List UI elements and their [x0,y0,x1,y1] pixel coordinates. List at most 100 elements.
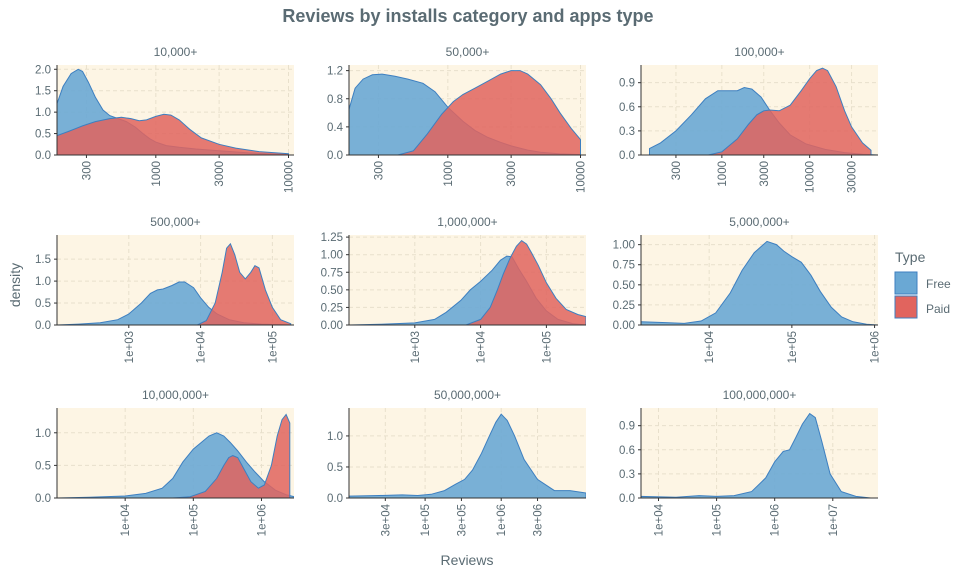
facet-panel: 50,000,000+ 0.0 0.5 1.0 3e+04 1e+05 3e+05 1e+06… [327,388,586,536]
legend-title: Type [895,249,926,265]
density-area-paid [465,239,586,325]
y-tick-label: 0.0 [619,150,635,162]
x-tick-label: 1000 [717,161,729,187]
y-tick-label: 0.5 [35,460,51,472]
x-tick-label: 1e+05 [188,504,200,536]
x-tick-label: 1e+04 [704,330,716,363]
x-tick-label: 1000 [443,161,455,187]
y-tick-label: 0.8 [327,94,343,106]
density-area-free [641,412,878,498]
y-tick-label: 1.00 [613,240,635,252]
y-tick-label: 0.00 [613,320,635,332]
y-tick-label: 0.25 [321,302,343,314]
y-tick-label: 0.50 [613,280,635,292]
y-tick-label: 1.0 [35,107,51,119]
density-area-paid [57,113,289,155]
x-tick-label: 1e+05 [712,504,724,536]
y-tick-label: 1.0 [327,431,343,443]
y-tick-label: 0.9 [619,78,635,90]
legend-key-free [894,271,918,295]
x-tick-label: 1e+03 [124,331,136,363]
y-tick-label: 1.25 [321,232,343,244]
x-tick-label: 300 [671,161,683,180]
y-tick-label: 0.50 [321,285,343,297]
x-axis-title: Reviews [441,552,494,568]
x-tick-label: 1e+03 [410,331,422,363]
facet-panel: 1,000,000+ 0.00 0.25 0.50 0.75 1.00 1.25 1e+03 1… [321,215,586,363]
y-tick-label: 0.25 [613,300,635,312]
facet-panel: 100,000+ 0.0 0.3 0.6 0.9 300 1000 3000 10000 3000… [619,45,878,193]
y-tick-label: 0.5 [35,298,51,310]
x-tick-label: 1e+06 [257,504,269,536]
x-tick-label: 1e+05 [541,331,553,363]
density-area-free [349,413,586,498]
y-tick-label: 0.75 [321,267,343,279]
y-tick-label: 0.5 [35,129,51,141]
y-tick-label: 0.00 [321,320,343,332]
x-tick-label: 3000 [506,161,518,187]
y-tick-label: 1.5 [35,254,51,266]
facet-strip-label: 10,000,000+ [142,388,209,402]
y-tick-label: 0.3 [619,126,635,138]
facet-panel: 100,000,000+ 0.0 0.3 0.6 0.9 1e+04 1e+05 1e+06 1… [619,388,878,536]
x-tick-label: 10000 [805,161,817,193]
y-tick-label: 0.0 [619,493,635,505]
x-tick-label: 1e+06 [496,504,508,536]
facet-panel: 10,000+ 0.0 0.5 1.0 1.5 2.0 300 1000 3000 10000 [35,45,296,193]
y-tick-label: 0.0 [327,150,343,162]
x-tick-label: 1e+04 [196,330,208,363]
x-tick-label: 300 [373,161,385,180]
x-tick-label: 1e+06 [770,504,782,536]
y-tick-label: 0.5 [327,462,343,474]
y-tick-label: 1.00 [321,250,343,262]
y-tick-label: 0.0 [35,320,51,332]
chart-title: Reviews by installs category and apps ty… [282,6,653,26]
y-tick-label: 1.0 [35,276,51,288]
x-tick-label: 1e+04 [654,503,666,536]
y-tick-label: 0.0 [35,150,51,162]
facet-panel: 500,000+ 0.0 0.5 1.0 1.5 1e+03 1e+04 1e+05 [35,215,294,363]
y-tick-label: 0.3 [619,469,635,481]
facet-strip-label: 50,000,000+ [434,388,501,402]
density-area-paid [197,242,292,325]
x-tick-label: 3e+05 [456,504,468,536]
x-tick-label: 300 [81,161,93,180]
y-tick-label: 0.9 [619,421,635,433]
x-tick-label: 3000 [759,161,771,187]
facet-strip-label: 5,000,000+ [729,215,789,229]
x-tick-label: 1e+04 [476,330,488,363]
x-tick-label: 10000 [284,161,296,193]
legend-label-paid: Paid [926,302,950,316]
facet-strip-label: 100,000+ [734,45,784,59]
panel-background [641,408,878,498]
x-tick-label: 1000 [151,161,163,187]
x-tick-label: 3000 [214,161,226,187]
y-tick-label: 1.0 [35,428,51,440]
y-tick-label: 0.6 [619,102,635,114]
y-tick-label: 0.0 [327,493,343,505]
y-tick-label: 0.75 [613,260,635,272]
facet-strip-label: 1,000,000+ [437,215,497,229]
x-tick-label: 1e+05 [420,504,432,536]
density-area-paid [172,413,291,498]
density-area-paid [397,70,581,155]
facet-strip-label: 500,000+ [150,215,200,229]
y-tick-label: 0.0 [35,493,51,505]
density-area-free [641,240,878,325]
y-tick-label: 1.2 [327,66,343,78]
facet-strip-label: 100,000,000+ [723,388,797,402]
y-tick-label: 2.0 [35,64,51,76]
x-tick-label: 10000 [576,161,588,193]
y-tick-label: 0.6 [619,445,635,457]
legend-label-free: Free [926,277,951,291]
legend-key-paid [894,295,918,319]
facet-panel: 5,000,000+ 0.00 0.25 0.50 0.75 1.00 1e+04 1e+05… [613,215,882,363]
y-tick-label: 1.5 [35,86,51,98]
y-axis-title: density [7,263,23,307]
x-tick-label: 1e+06 [870,331,882,363]
density-area-paid [708,67,872,155]
x-tick-label: 1e+07 [828,504,840,536]
x-tick-label: 1e+05 [787,331,799,363]
x-tick-label: 30000 [847,161,859,193]
